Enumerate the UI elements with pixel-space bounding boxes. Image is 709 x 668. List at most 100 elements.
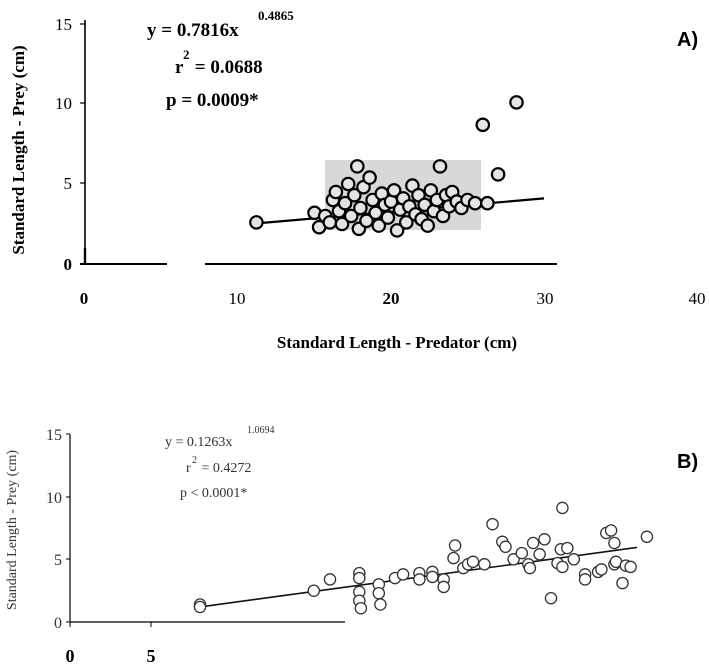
panel-a-r-superscript: 2 <box>183 47 190 62</box>
panel-b-data-point <box>533 548 546 561</box>
panel-b-data-point <box>526 536 540 550</box>
panel-a-ytick-label: 0 <box>64 255 73 274</box>
panel-a-data-point <box>343 208 359 224</box>
panel-b-y-ticks <box>66 433 70 623</box>
panel-a-equation-exponent: 0.4865 <box>258 8 294 23</box>
panel-a-r-label: r <box>175 57 184 78</box>
panel-a-xtick-label: 40 <box>689 289 706 308</box>
panel-b-equation: y = 0.1263x 1.0694 r 2 = 0.4272 p < 0.00… <box>165 425 275 501</box>
panel-b-r-label: r <box>186 461 191 476</box>
panel-a: 0 5 10 15 0 10 20 30 40 Standard Length … <box>9 8 706 352</box>
panel-a-data-point <box>389 223 405 238</box>
panel-b-data-point <box>567 553 581 566</box>
panel-b-data-point <box>499 540 512 554</box>
panel-b-data-point <box>437 580 450 594</box>
panel-b-x-tick-labels: 0 5 <box>66 646 156 666</box>
panel-a-data-point <box>249 215 264 230</box>
panel-b-ytick-label: 15 <box>46 427 62 444</box>
panel-a-ytick-label: 15 <box>55 15 72 34</box>
panel-b-data-point <box>448 539 462 552</box>
panel-b-data-point <box>413 573 426 586</box>
panel-b-data-point <box>307 584 321 597</box>
panel-b-data-point <box>447 551 460 565</box>
panel-a-x-tick-labels: 0 10 20 30 40 <box>80 289 706 308</box>
panel-b-data-point <box>523 561 537 575</box>
panel-a-p-value: p = 0.0009* <box>166 90 259 111</box>
panel-b-ytick-label: 0 <box>54 615 62 632</box>
panel-a-data-point <box>398 215 414 230</box>
panel-a-data-point <box>337 195 353 211</box>
panel-a-data-point <box>322 215 338 230</box>
panel-a-data-point <box>371 218 387 233</box>
panel-a-ytick-label: 5 <box>64 174 73 193</box>
panel-b-data-point <box>353 571 366 585</box>
panel-b-points <box>193 501 654 615</box>
panel-b-data-point <box>372 586 386 600</box>
panel-a-data-point <box>480 195 495 211</box>
panel-b-ytick-label: 5 <box>54 552 62 569</box>
panel-b-data-point <box>538 533 551 546</box>
panel-a-data-point <box>380 210 396 225</box>
panel-a-equation-main: y = 0.7816x <box>147 20 239 41</box>
panel-a-points <box>249 95 524 238</box>
panel-a-data-point <box>490 167 506 182</box>
panel-a-r-value: = 0.0688 <box>190 57 263 78</box>
panel-b-data-point <box>556 560 569 574</box>
panel-b-data-point <box>578 573 592 586</box>
panel-b-data-point <box>374 598 387 611</box>
panel-a-data-point <box>420 218 435 233</box>
panel-a-data-point <box>340 176 356 192</box>
panel-b-y-tick-labels: 0 5 10 15 <box>46 427 62 632</box>
panel-a-xtick-label: 20 <box>383 289 400 308</box>
panel-a-data-point <box>475 117 491 133</box>
panel-b-data-point <box>354 601 368 615</box>
panel-b-label: B) <box>677 451 698 473</box>
panel-b-data-point <box>616 576 629 590</box>
panel-a-x-axis-label: Standard Length - Predator (cm) <box>277 333 517 352</box>
panel-a-data-point <box>432 159 448 174</box>
panel-b-data-point <box>426 570 439 584</box>
panel-b-data-point <box>478 558 491 571</box>
panel-b-data-point <box>608 536 621 550</box>
panel-a-data-point <box>359 213 374 229</box>
panel-b-data-point <box>323 573 337 586</box>
panel-b-xtick-label: 5 <box>147 646 156 666</box>
panel-a-data-point <box>509 95 524 110</box>
panel-b-x-ticks <box>69 622 152 627</box>
panel-a-data-point <box>328 184 344 200</box>
panel-a-y-axis-label: Standard Length - Prey (cm) <box>9 45 28 254</box>
panel-a-y-tick-labels: 0 5 10 15 <box>55 15 72 274</box>
panel-b-data-point <box>544 591 558 605</box>
panel-a-xtick-label: 30 <box>537 289 554 308</box>
panel-a-data-point <box>467 195 483 211</box>
panel-b-r-value: = 0.4272 <box>198 461 251 476</box>
panel-b-p-value: p < 0.0001* <box>180 486 247 501</box>
panel-b-data-point <box>507 553 520 566</box>
panel-a-ytick-label: 10 <box>55 94 72 113</box>
panel-a-data-point <box>386 183 402 198</box>
panel-b-data-point <box>604 524 618 537</box>
panel-a-label: A) <box>677 29 698 51</box>
panel-b-y-axis-label: Standard Length - Prey (cm) <box>5 450 20 611</box>
panel-a-data-point <box>346 187 362 203</box>
panel-b-xtick-label: 0 <box>66 646 75 666</box>
panel-b-data-point <box>556 501 569 515</box>
panel-b-data-point <box>466 555 480 569</box>
panel-a-data-point <box>349 159 365 174</box>
panel-a-data-point <box>362 170 377 185</box>
panel-b-data-point <box>561 541 574 555</box>
panel-b-r-superscript: 2 <box>192 455 197 466</box>
panel-b-data-point <box>515 546 529 560</box>
panel-b-data-point <box>486 517 499 531</box>
panel-b-equation-exponent: 1.0694 <box>247 425 275 436</box>
panel-a-xtick-label: 10 <box>229 289 246 308</box>
panel-a-xtick-label: 0 <box>80 289 89 308</box>
panel-b-data-point <box>396 568 410 581</box>
panel-a-equation: y = 0.7816x 0.4865 r 2 = 0.0688 p = 0.00… <box>147 8 294 111</box>
panel-a-y-ticks <box>80 23 85 184</box>
panel-b-data-point <box>595 563 608 576</box>
panel-b-equation-main: y = 0.1263x <box>165 435 232 450</box>
panel-b-data-point <box>193 600 207 614</box>
panel-b-data-point <box>624 560 637 574</box>
